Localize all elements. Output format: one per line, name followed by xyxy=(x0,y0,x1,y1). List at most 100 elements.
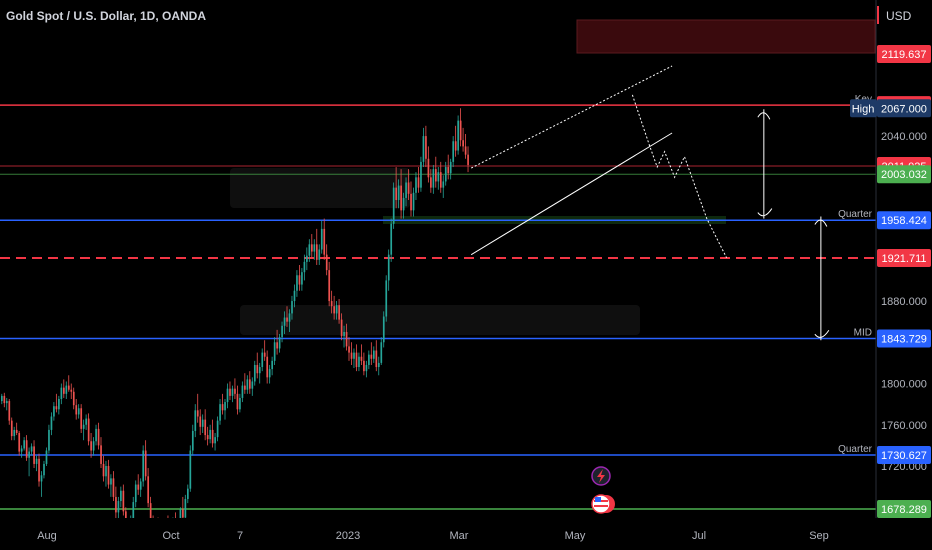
candle-168 xyxy=(417,167,420,193)
candle-20 xyxy=(50,412,53,436)
price-badge-6[interactable]: 1730.627 xyxy=(877,446,931,465)
candle-121 xyxy=(301,268,303,291)
currency-label[interactable]: USD xyxy=(886,9,912,23)
candle-123 xyxy=(306,247,308,271)
candle-122 xyxy=(303,254,306,281)
x-tick-3: 2023 xyxy=(336,530,360,542)
candle-41 xyxy=(102,455,105,482)
extra-badge-1[interactable]: 2067.000 High xyxy=(850,99,931,118)
price-badge-7[interactable]: 1678.289 xyxy=(877,500,931,518)
candle-105 xyxy=(261,348,264,372)
candle-73 xyxy=(182,496,184,522)
candle-187 xyxy=(464,134,467,159)
candle-119 xyxy=(296,270,298,297)
candle-128 xyxy=(318,244,321,265)
measure-arrow-0[interactable] xyxy=(757,109,773,219)
lightning-icon[interactable] xyxy=(591,466,611,486)
candle-160 xyxy=(397,179,400,209)
candle-152 xyxy=(377,356,380,376)
candle-135 xyxy=(335,301,338,320)
candle-94 xyxy=(234,378,236,399)
candle-136 xyxy=(338,298,340,324)
supply-zone xyxy=(576,19,876,54)
candle-13 xyxy=(33,440,35,469)
x-tick-2: 7 xyxy=(237,530,243,542)
candle-7 xyxy=(18,430,21,456)
candle-2 xyxy=(5,397,8,411)
price-badge-3[interactable]: 1958.424 xyxy=(877,211,931,230)
candle-83 xyxy=(206,426,209,446)
candle-34 xyxy=(85,414,88,430)
candle-106 xyxy=(263,340,266,361)
candle-89 xyxy=(221,393,224,415)
candle-4 xyxy=(10,417,13,441)
channel-upper-line[interactable] xyxy=(470,65,673,169)
candle-108 xyxy=(268,364,271,384)
candle-184 xyxy=(457,115,460,155)
candle-40 xyxy=(100,437,102,469)
watermark-logo xyxy=(230,168,640,335)
candle-92 xyxy=(229,381,231,401)
candle-181 xyxy=(449,158,452,180)
extra-badge-text-0: 2119.637 xyxy=(881,49,926,61)
candle-58 xyxy=(144,440,147,481)
extra-badge-0[interactable]: 2119.637 xyxy=(877,45,931,63)
candle-155 xyxy=(385,275,388,322)
candle-131 xyxy=(325,244,328,276)
candle-77 xyxy=(191,424,194,456)
candle-0 xyxy=(1,393,3,405)
candle-143 xyxy=(355,344,358,372)
candle-167 xyxy=(415,172,417,201)
candle-163 xyxy=(405,177,407,207)
candle-118 xyxy=(293,284,296,308)
candle-31 xyxy=(77,404,80,419)
candle-80 xyxy=(199,409,202,436)
candle-142 xyxy=(353,348,355,369)
candle-57 xyxy=(142,445,145,487)
candle-96 xyxy=(239,393,241,413)
candle-42 xyxy=(105,460,107,487)
price-badges: 2070.0382011.0252003.0321958.4241921.711… xyxy=(850,45,931,518)
candle-132 xyxy=(328,261,331,307)
candle-111 xyxy=(276,329,278,355)
price-badge-text-3: 1958.424 xyxy=(881,215,927,227)
candle-38 xyxy=(95,424,97,446)
candle-23 xyxy=(58,395,60,415)
candle-182 xyxy=(452,136,455,168)
candle-146 xyxy=(363,352,365,376)
candle-39 xyxy=(97,422,100,450)
measure-arrow-1[interactable] xyxy=(814,216,830,341)
candle-87 xyxy=(216,416,219,442)
candle-154 xyxy=(382,311,385,348)
price-badge-5[interactable]: 1843.729 xyxy=(877,329,931,348)
price-badge-4[interactable]: 1921.711 xyxy=(877,249,931,268)
price-badge-2[interactable]: 2003.032 xyxy=(877,165,931,184)
candle-5 xyxy=(13,426,16,441)
candle-148 xyxy=(368,350,370,370)
candle-26 xyxy=(65,381,68,399)
candle-162 xyxy=(402,192,405,219)
x-axis[interactable]: Aug Oct 7 2023 Mar May Jul Sep xyxy=(37,530,829,542)
candle-95 xyxy=(236,385,239,415)
candle-8 xyxy=(20,445,23,458)
candle-101 xyxy=(251,377,254,396)
candle-74 xyxy=(184,494,187,520)
y-tick-3: 1760.000 xyxy=(881,420,927,432)
candle-156 xyxy=(387,249,390,291)
candle-27 xyxy=(67,375,70,392)
y-tick-0: 2040.000 xyxy=(881,131,927,143)
candle-124 xyxy=(308,239,311,262)
candle-144 xyxy=(358,352,360,372)
candle-153 xyxy=(380,337,383,365)
us-flag-icon[interactable] xyxy=(591,494,615,514)
candle-9 xyxy=(23,437,26,451)
candle-59 xyxy=(147,468,150,508)
channel-lower-line[interactable] xyxy=(470,132,673,256)
candle-36 xyxy=(90,433,92,458)
candle-88 xyxy=(219,398,221,425)
candle-115 xyxy=(286,306,288,327)
